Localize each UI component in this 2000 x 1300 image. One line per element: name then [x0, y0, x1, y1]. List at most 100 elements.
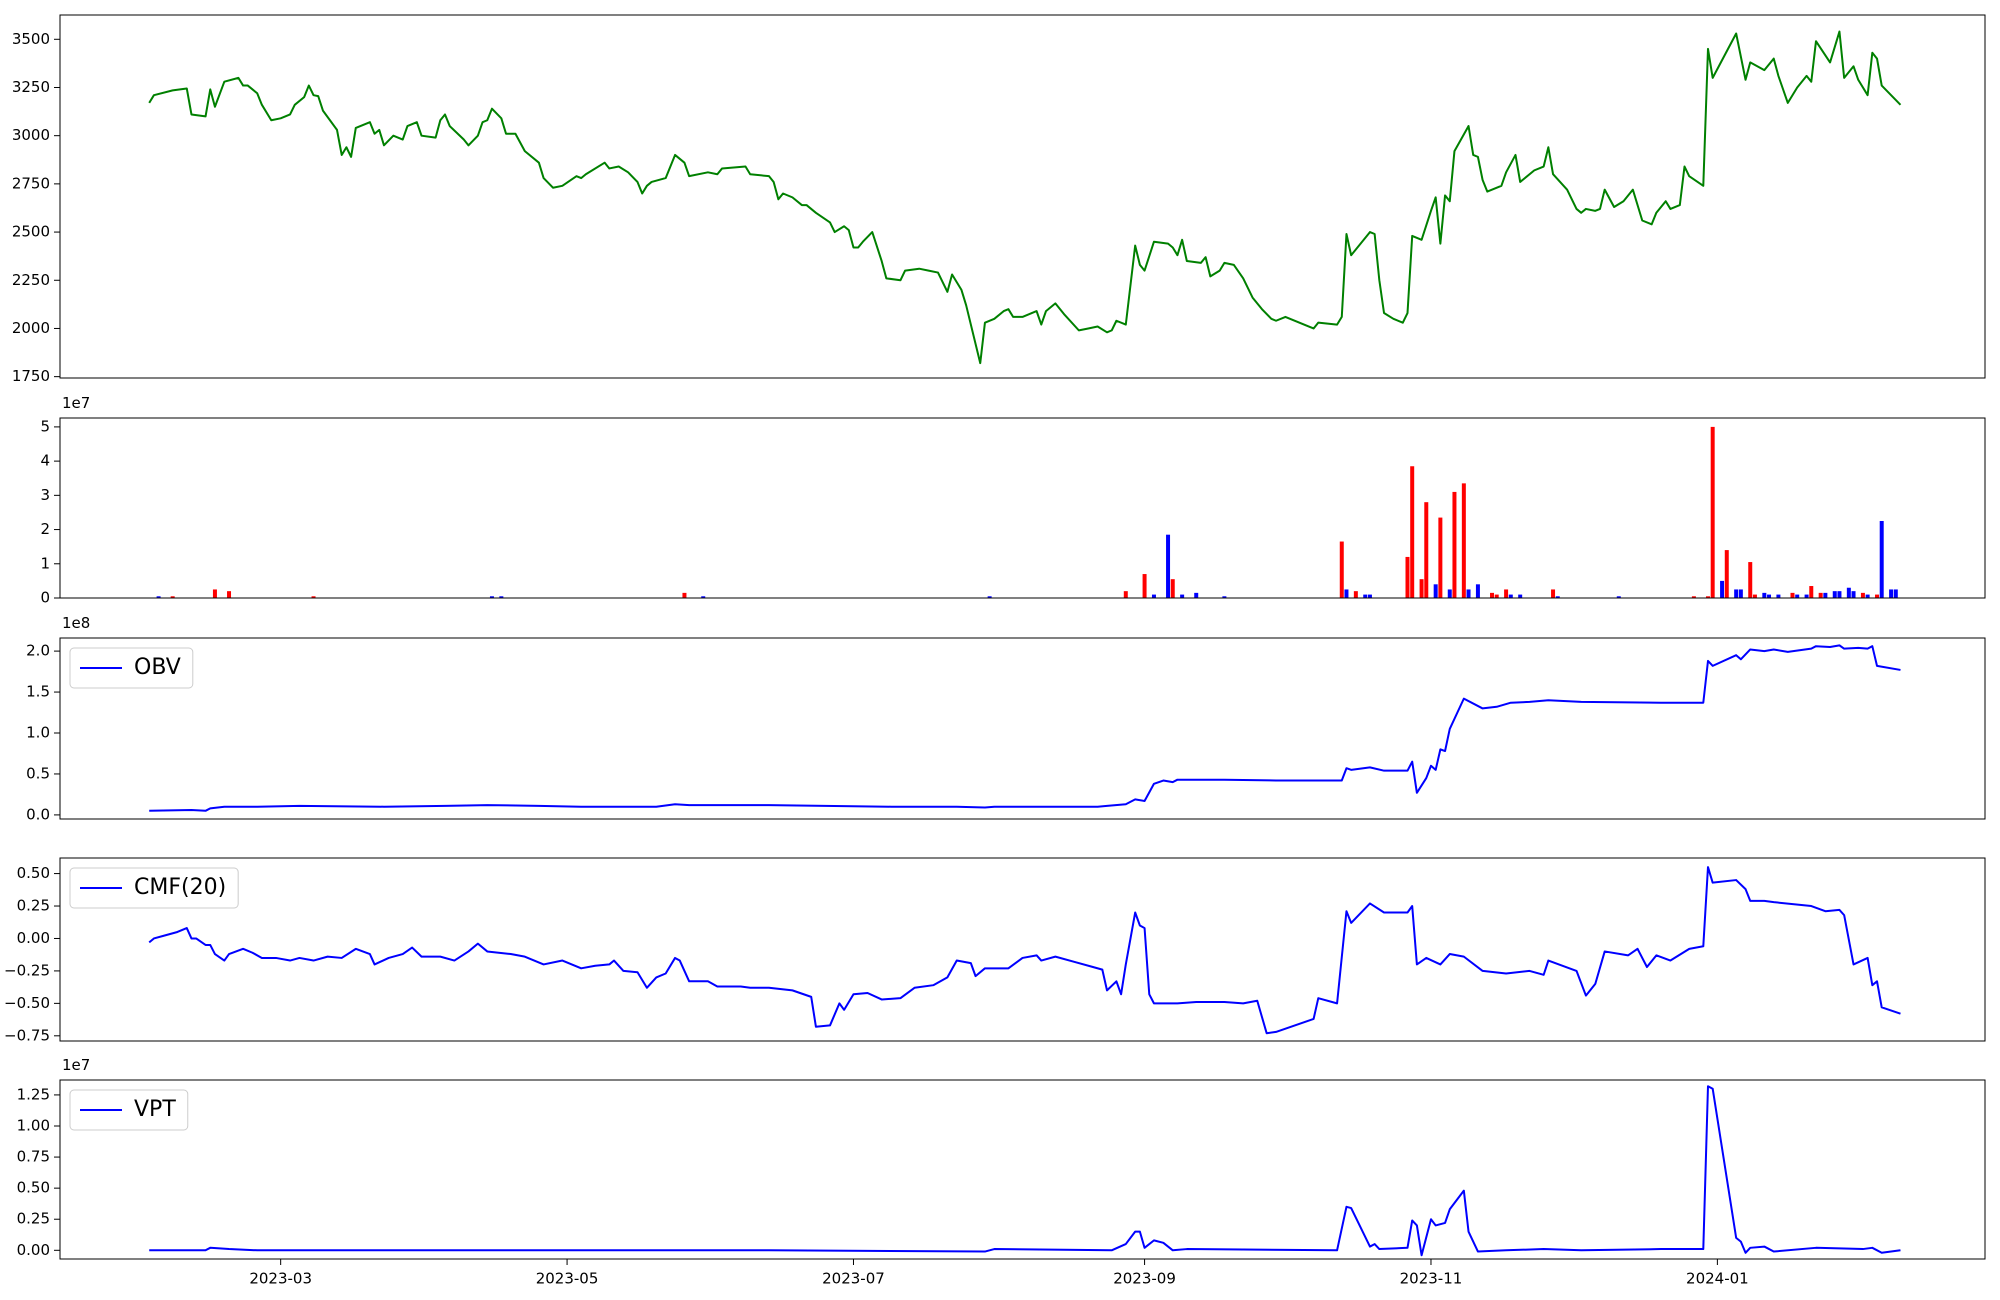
- volume-bar: [1170, 579, 1175, 598]
- y-tick-label: 0.00: [17, 929, 50, 947]
- volume-bar: [1776, 594, 1781, 598]
- volume-bar: [1748, 562, 1753, 598]
- volume-bar: [1720, 580, 1725, 598]
- volume-bar: [1752, 594, 1757, 598]
- y-tick-label: 2750: [12, 174, 50, 192]
- x-tick-label: 2023-11: [1400, 1270, 1463, 1288]
- volume-bar: [1166, 534, 1171, 598]
- y-tick-label: 2.0: [26, 642, 50, 660]
- y-tick-label: 0.0: [26, 805, 50, 823]
- volume-bar: [212, 589, 217, 598]
- volume-bar: [1222, 596, 1227, 598]
- volume-bar: [1832, 591, 1837, 598]
- volume-bar: [987, 596, 992, 598]
- volume-bar: [1767, 594, 1772, 598]
- volume-bar: [1508, 594, 1513, 598]
- volume-bar: [1790, 592, 1795, 598]
- volume-bar: [1860, 592, 1865, 598]
- legend: VPT: [69, 1089, 189, 1131]
- volume-bar: [1367, 594, 1372, 598]
- panel: 0 1 2 3 4 5 1e7: [40, 394, 1986, 607]
- volume-bar: [1447, 589, 1452, 598]
- volume-bar: [1551, 589, 1556, 598]
- y-tick-label: 0.00: [17, 1241, 50, 1259]
- panel: −0.75 −0.50 −0.25 0.00 0.25 0.50 CMF(20): [4, 857, 1986, 1044]
- panel: 0.00 0.25 0.50 0.75 1.00 1.25 2023-03 2023-05 20…: [17, 1056, 1986, 1288]
- volume-bar: [1518, 594, 1523, 598]
- legend-box: [69, 647, 194, 689]
- volume-bar: [1353, 591, 1358, 598]
- volume-bar: [1410, 466, 1415, 598]
- legend: CMF(20): [69, 867, 239, 909]
- volume-bar: [1438, 517, 1443, 598]
- y-tick-label: 0.50: [17, 864, 50, 882]
- line-series: [148, 866, 1901, 1035]
- volume-bar: [1809, 586, 1814, 598]
- volume-bar: [1879, 521, 1884, 598]
- volume-bar: [1494, 594, 1499, 598]
- volume-bar: [1194, 592, 1199, 598]
- volume-bar: [1691, 596, 1696, 598]
- volume-bar: [311, 596, 316, 598]
- volume-bar: [489, 596, 494, 598]
- volume-bar: [1466, 589, 1471, 598]
- volume-bar: [1180, 594, 1185, 598]
- volume-bar: [1419, 579, 1424, 598]
- volume-bar: [1555, 596, 1560, 598]
- y-tick-label: −0.75: [4, 1026, 50, 1044]
- panel: 1750 2000 2250 2500 2750 3000 3250 3500: [12, 14, 1986, 385]
- volume-bar: [1710, 426, 1715, 598]
- volume-bar: [1734, 589, 1739, 598]
- y-tick-label: 1750: [12, 367, 50, 385]
- y-tick-label: 0.25: [17, 1210, 50, 1228]
- y-tick-label: 3: [40, 486, 50, 504]
- volume-bar: [1339, 541, 1344, 598]
- volume-bar: [1490, 592, 1495, 598]
- legend-label: CMF(20): [134, 875, 226, 900]
- x-tick-label: 2023-07: [822, 1270, 885, 1288]
- y-tick-label: 4: [40, 452, 50, 470]
- y-tick-label: 2: [40, 520, 50, 538]
- line-series: [149, 1085, 1901, 1257]
- volume-bar: [1893, 589, 1898, 598]
- axes-frame: [59, 1079, 1986, 1260]
- axes-frame: [59, 637, 1986, 820]
- legend: OBV: [69, 647, 194, 689]
- y-tick-label: 0.75: [17, 1148, 50, 1166]
- volume-bar: [1795, 594, 1800, 598]
- panel: 0.0 0.5 1.0 1.5 2.0 1e8 OBV: [26, 614, 1986, 823]
- volume-bar: [1738, 589, 1743, 598]
- volume-bar: [1475, 584, 1480, 598]
- y-tick-label: 2000: [12, 319, 50, 337]
- legend-label: VPT: [134, 1097, 176, 1122]
- volume-bar: [682, 592, 687, 598]
- x-tick-label: 2023-03: [249, 1270, 312, 1288]
- volume-bar: [1433, 584, 1438, 598]
- volume-bar: [499, 596, 504, 598]
- volume-bar: [1818, 592, 1823, 598]
- volume-bar: [1452, 491, 1457, 598]
- volume-bar: [1616, 596, 1621, 598]
- volume-bar: [170, 596, 175, 598]
- volume-bar: [1142, 574, 1147, 598]
- axes-frame: [59, 417, 1986, 599]
- volume-bar: [1865, 594, 1870, 598]
- axis-offset-label: 1e8: [62, 614, 90, 632]
- axes-frame: [59, 857, 1986, 1042]
- y-tick-label: 0.5: [26, 764, 50, 782]
- volume-bar: [1851, 591, 1856, 598]
- volume-bar: [1804, 594, 1809, 598]
- volume-bar: [156, 596, 161, 598]
- y-tick-label: 0.50: [17, 1179, 50, 1197]
- line-series: [149, 644, 1901, 812]
- volume-bar: [1461, 483, 1466, 598]
- volume-bar: [1837, 591, 1842, 598]
- volume-bar: [1504, 589, 1509, 598]
- volume-bar: [1705, 596, 1710, 598]
- volume-bar: [1724, 550, 1729, 598]
- volume-bar: [1823, 592, 1828, 598]
- volume-bar: [1762, 592, 1767, 598]
- volume-bar: [1123, 591, 1128, 598]
- y-tick-label: 3000: [12, 126, 50, 144]
